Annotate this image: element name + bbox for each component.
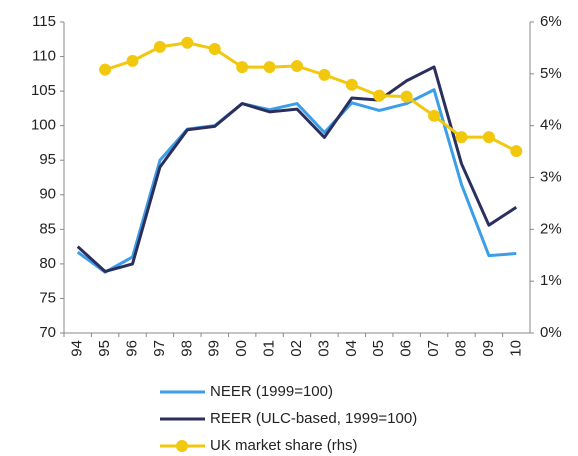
x-tick-label: 08 — [452, 340, 469, 357]
y-tick-label: 95 — [39, 151, 56, 168]
x-tick-label: 06 — [398, 340, 415, 357]
point — [373, 89, 386, 102]
legend-label: REER (ULC-based, 1999=100) — [210, 410, 417, 427]
y-tick-label: 110 — [32, 48, 56, 65]
y-tick-label: 85 — [39, 220, 56, 237]
point — [126, 54, 139, 67]
y2-tick-label: 4% — [540, 117, 562, 134]
y2-tick-label: 2% — [540, 220, 562, 237]
y2-tick-label: 6% — [540, 13, 562, 30]
y-tick-label: 70 — [39, 324, 56, 341]
point — [236, 61, 249, 74]
x-tick-label: 05 — [370, 340, 387, 357]
x-tick-label: 99 — [206, 340, 223, 357]
series-line — [104, 41, 517, 153]
x-tick-label: 04 — [343, 340, 360, 357]
point — [208, 42, 221, 55]
x-tick-label: 95 — [96, 340, 113, 357]
series-line — [76, 65, 518, 273]
y-tick-label: 80 — [39, 255, 56, 272]
x-tick-label: 98 — [178, 340, 195, 357]
y-tick-label: 115 — [32, 13, 56, 30]
y-tick-label: 105 — [31, 82, 56, 99]
y-tick-label: 75 — [39, 289, 56, 306]
y-tick-label: 90 — [39, 186, 56, 203]
point — [455, 131, 468, 144]
x-tick-label: 01 — [261, 340, 278, 357]
legend-marker — [176, 440, 188, 452]
point — [428, 109, 441, 122]
y2-tick-label: 5% — [540, 65, 562, 82]
x-tick-label: 94 — [69, 340, 86, 357]
x-tick-label: 00 — [233, 340, 250, 357]
x-tick-label: 07 — [425, 340, 442, 357]
x-tick-label: 02 — [288, 340, 305, 357]
y2-tick-label: 0% — [540, 324, 562, 341]
x-tick-label: 96 — [123, 340, 140, 357]
x-tick-label: 10 — [507, 340, 524, 357]
y-tick-label: 100 — [31, 117, 56, 134]
point — [153, 40, 166, 53]
legend-label: UK market share (rhs) — [210, 437, 358, 454]
point — [263, 61, 276, 74]
point — [482, 131, 495, 144]
point — [318, 68, 331, 81]
point — [345, 78, 358, 91]
point — [99, 63, 112, 76]
point — [400, 90, 413, 103]
x-tick-label: 97 — [151, 340, 168, 357]
series-line — [76, 88, 517, 274]
point — [510, 145, 523, 158]
x-tick-label: 03 — [315, 340, 332, 357]
y2-tick-label: 1% — [540, 272, 562, 289]
x-tick-label: 09 — [480, 340, 497, 357]
legend-label: NEER (1999=100) — [210, 383, 333, 400]
point — [291, 60, 303, 73]
point — [181, 36, 194, 49]
y2-tick-label: 3% — [540, 168, 562, 185]
